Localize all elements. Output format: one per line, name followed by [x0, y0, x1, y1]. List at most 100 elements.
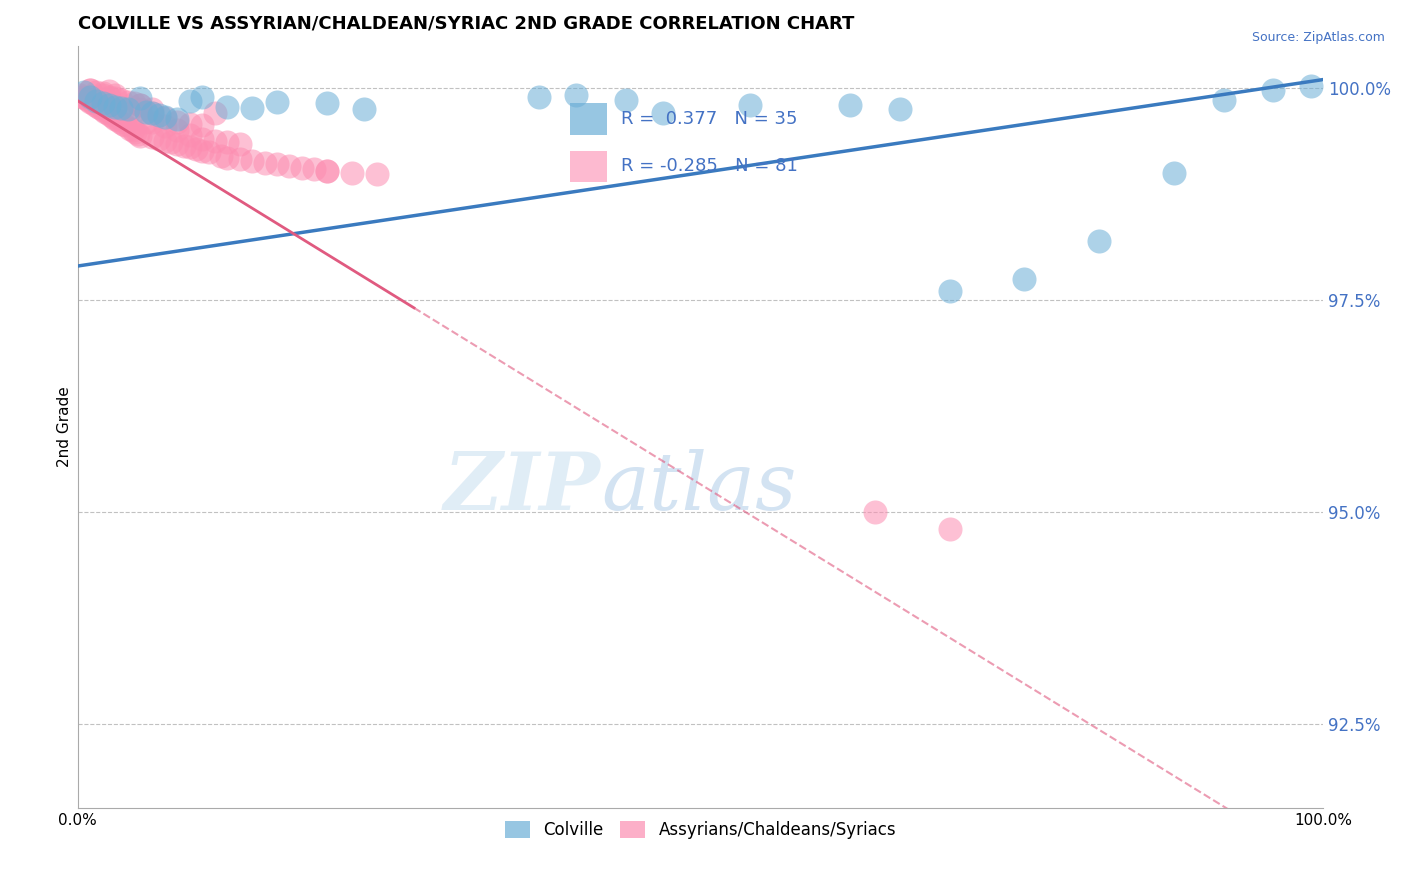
Point	[217, 151, 239, 165]
Point	[614, 93, 637, 107]
Point	[889, 102, 911, 116]
Point	[366, 168, 388, 182]
Text: COLVILLE VS ASSYRIAN/CHALDEAN/SYRIAC 2ND GRADE CORRELATION CHART: COLVILLE VS ASSYRIAN/CHALDEAN/SYRIAC 2ND…	[77, 15, 853, 33]
Point	[527, 89, 550, 103]
Point	[1212, 93, 1234, 107]
Point	[315, 96, 337, 111]
Point	[111, 117, 134, 131]
Point	[191, 132, 214, 146]
Point	[179, 128, 201, 142]
Point	[266, 95, 288, 109]
Point	[89, 102, 111, 116]
Point	[110, 102, 132, 116]
Point	[101, 110, 124, 124]
Point	[179, 94, 201, 108]
Point	[110, 93, 132, 107]
Point	[1012, 271, 1035, 285]
Point	[278, 159, 301, 173]
Point	[565, 87, 588, 102]
Point	[79, 83, 101, 97]
Point	[197, 145, 219, 160]
Point	[191, 119, 214, 133]
Point	[129, 98, 152, 112]
Bar	[569, 151, 606, 182]
Point	[86, 100, 108, 114]
Bar	[569, 103, 606, 135]
Point	[209, 149, 232, 163]
Point	[107, 113, 129, 128]
Point	[73, 85, 96, 99]
Point	[191, 144, 214, 158]
Point	[127, 127, 149, 141]
Point	[141, 130, 163, 145]
Point	[266, 157, 288, 171]
Point	[108, 115, 131, 129]
Point	[86, 94, 108, 108]
Point	[86, 85, 108, 99]
Point	[652, 106, 675, 120]
Text: Source: ZipAtlas.com: Source: ZipAtlas.com	[1251, 31, 1385, 45]
Point	[148, 108, 170, 122]
Point	[315, 164, 337, 178]
Point	[97, 98, 120, 112]
Point	[129, 102, 152, 116]
Point	[179, 117, 201, 131]
Point	[98, 108, 121, 122]
Text: ZIP: ZIP	[444, 450, 600, 527]
Point	[217, 136, 239, 150]
Point	[166, 115, 188, 129]
Point	[114, 119, 136, 133]
Point	[97, 106, 120, 120]
Point	[1163, 166, 1185, 180]
Point	[69, 87, 91, 102]
Point	[1088, 234, 1111, 248]
Point	[153, 134, 176, 148]
Point	[153, 119, 176, 133]
Point	[104, 100, 127, 114]
Point	[122, 96, 145, 111]
Point	[79, 83, 101, 97]
Point	[291, 161, 314, 175]
Point	[72, 89, 94, 103]
Point	[253, 155, 276, 169]
Point	[91, 87, 114, 102]
Point	[228, 153, 250, 167]
Point	[173, 138, 195, 153]
Text: atlas: atlas	[600, 450, 796, 527]
Point	[340, 166, 363, 180]
Legend: Colville, Assyrians/Chaldeans/Syriacs: Colville, Assyrians/Chaldeans/Syriacs	[498, 814, 903, 846]
Point	[153, 110, 176, 124]
Point	[84, 98, 107, 112]
Point	[129, 91, 152, 105]
Point	[217, 100, 239, 114]
Point	[1263, 83, 1285, 97]
Point	[76, 93, 98, 107]
Point	[228, 136, 250, 151]
Point	[129, 128, 152, 143]
Point	[315, 164, 337, 178]
Point	[79, 89, 101, 103]
Point	[94, 104, 117, 119]
Point	[121, 123, 143, 137]
Y-axis label: 2nd Grade: 2nd Grade	[58, 386, 72, 467]
Point	[148, 132, 170, 146]
Point	[240, 153, 263, 168]
Point	[135, 104, 157, 119]
Point	[135, 115, 157, 129]
Point	[353, 102, 375, 116]
Point	[740, 98, 762, 112]
Point	[118, 121, 141, 136]
Point	[153, 111, 176, 125]
Point	[117, 106, 139, 120]
Point	[141, 115, 163, 129]
Point	[1299, 78, 1322, 93]
Point	[184, 142, 207, 156]
Point	[104, 87, 127, 102]
Text: R = -0.285   N = 81: R = -0.285 N = 81	[621, 157, 799, 175]
Point	[97, 89, 120, 103]
Point	[82, 96, 104, 111]
Point	[79, 95, 101, 109]
Point	[863, 505, 886, 519]
Point	[938, 522, 960, 536]
Point	[91, 86, 114, 100]
